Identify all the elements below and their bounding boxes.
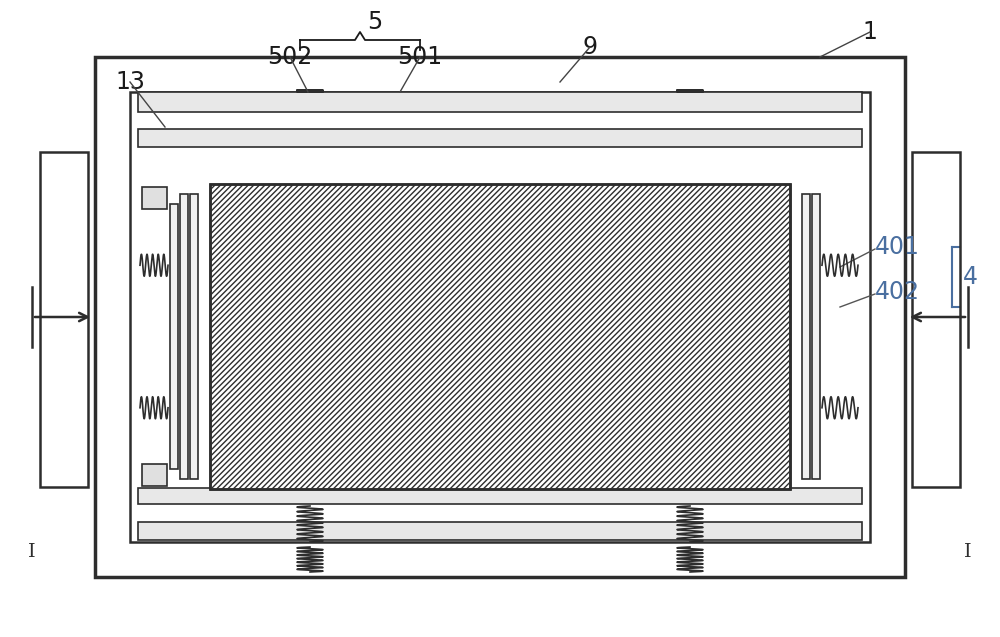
Bar: [802, 194, 810, 479]
Bar: [138, 92, 862, 112]
Text: 13: 13: [115, 70, 145, 94]
Bar: [138, 129, 862, 147]
Bar: [138, 522, 862, 540]
Text: I: I: [964, 543, 972, 561]
Text: 502: 502: [267, 45, 313, 69]
Bar: [812, 194, 820, 479]
Bar: [95, 57, 905, 577]
Text: 9: 9: [582, 35, 598, 59]
Bar: [210, 184, 790, 489]
Bar: [142, 187, 167, 209]
Bar: [138, 488, 862, 504]
Text: 4: 4: [963, 265, 978, 289]
Text: 501: 501: [397, 45, 443, 69]
Bar: [40, 152, 88, 487]
Text: I: I: [28, 543, 36, 561]
Bar: [210, 184, 790, 489]
Bar: [912, 152, 960, 487]
Text: 402: 402: [875, 280, 920, 304]
Bar: [130, 92, 870, 542]
Bar: [170, 204, 178, 469]
Bar: [180, 194, 188, 479]
Bar: [142, 464, 167, 486]
Text: 1: 1: [863, 20, 877, 44]
Bar: [190, 194, 198, 479]
Text: 5: 5: [367, 10, 383, 34]
Text: 401: 401: [875, 235, 920, 259]
